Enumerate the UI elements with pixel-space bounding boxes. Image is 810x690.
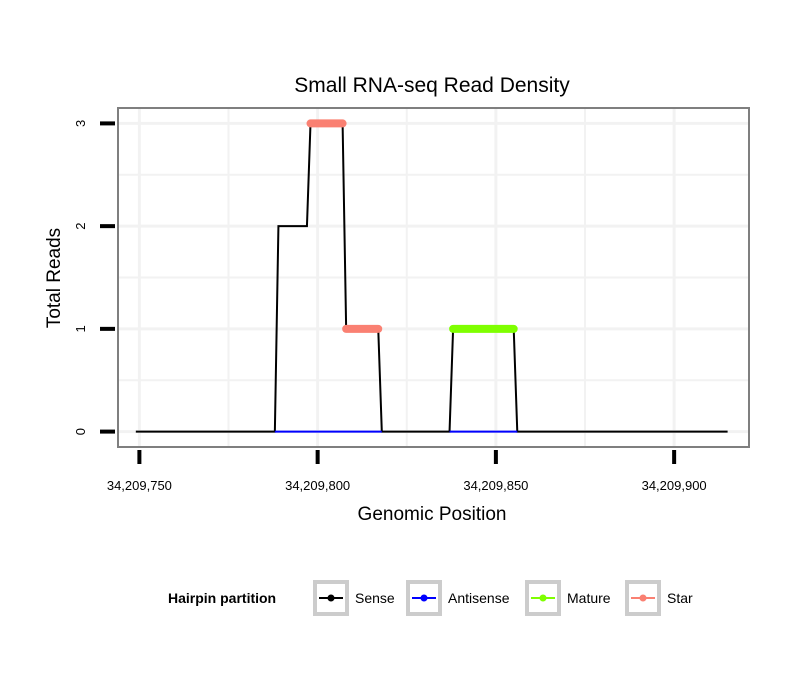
plot-panel-border — [117, 107, 750, 448]
x-tick-label: 34,209,800 — [285, 478, 350, 493]
chart-title: Small RNA-seq Read Density — [294, 74, 570, 97]
x-axis: 34,209,750 34,209,800 34,209,850 34,209,900 — [107, 450, 707, 493]
legend: Hairpin partition Sense Antisense Mature St… — [168, 580, 693, 616]
y-tick-label: 0 — [73, 428, 88, 435]
legend-label-mature: Mature — [567, 590, 611, 606]
x-tick-label: 34,209,850 — [463, 478, 528, 493]
legend-label-star: Star — [667, 590, 693, 606]
x-tick-label: 34,209,750 — [107, 478, 172, 493]
legend-label-sense: Sense — [355, 590, 395, 606]
x-tick-label: 34,209,900 — [642, 478, 707, 493]
y-axis: 0 1 2 3 — [73, 120, 115, 435]
legend-key-point — [539, 594, 547, 602]
legend-title: Hairpin partition — [168, 590, 276, 606]
legend-key-point — [420, 594, 428, 602]
series-layer — [135, 119, 728, 433]
x-axis-title: Genomic Position — [358, 504, 507, 525]
legend-key-mature — [525, 580, 561, 616]
y-tick-label: 3 — [73, 120, 88, 127]
y-tick-label: 1 — [73, 325, 88, 332]
grid-lines — [118, 108, 749, 447]
legend-label-antisense: Antisense — [448, 590, 510, 606]
y-axis-title: Total Reads — [44, 228, 65, 328]
y-tick-label: 2 — [73, 223, 88, 230]
legend-key-point — [327, 594, 335, 602]
legend-key-point — [639, 594, 647, 602]
